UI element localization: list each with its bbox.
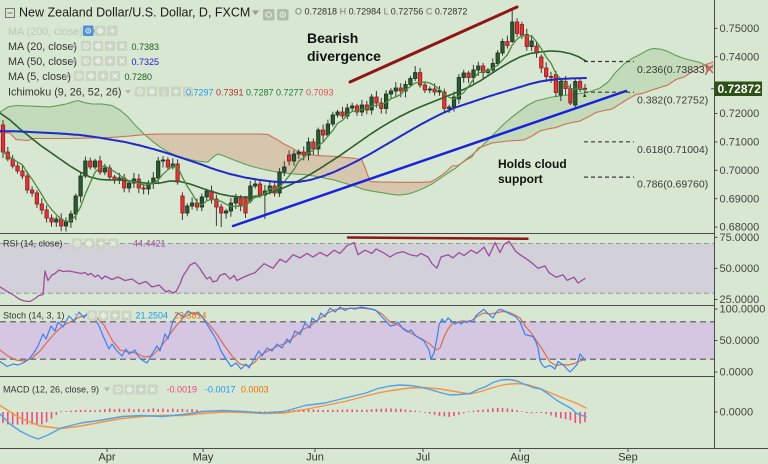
svg-text:0.382(0.72752): 0.382(0.72752) [637,95,708,107]
svg-text:{}: {} [162,89,167,96]
svg-text:0.68000: 0.68000 [720,222,760,234]
svg-text:0.0000: 0.0000 [720,367,754,379]
svg-text:0.72872: 0.72872 [718,82,762,96]
svg-text:divergence: divergence [307,48,381,64]
svg-text:RSI (14, close): RSI (14, close) [3,239,63,249]
svg-text:New Zealand Dollar/U.S. Dollar: New Zealand Dollar/U.S. Dollar, D, FXCM [19,6,250,20]
svg-text:0.236(0.73833): 0.236(0.73833) [637,64,708,76]
svg-text:-0.0019: -0.0019 [167,385,198,395]
svg-text:MACD (12, 26, close, 9): MACD (12, 26, close, 9) [3,385,99,395]
svg-text:May: May [193,452,214,464]
svg-text:Ichimoku (9, 26, 52, 26): Ichimoku (9, 26, 52, 26) [8,87,121,99]
svg-text:50.0000: 50.0000 [720,263,760,275]
svg-text:Stoch (14, 3, 1): Stoch (14, 3, 1) [3,311,65,321]
svg-text:Holds cloud: Holds cloud [498,157,567,171]
svg-text:0.7280: 0.7280 [125,72,153,82]
svg-text:MA (200, close): MA (200, close) [8,26,83,38]
svg-text:-0.0017: -0.0017 [205,385,236,395]
svg-text:MA (50, close): MA (50, close) [8,56,77,68]
svg-text:Apr: Apr [98,452,115,464]
svg-text:0.7093: 0.7093 [306,88,334,98]
svg-text:support: support [498,172,543,186]
svg-text:MA (20, close): MA (20, close) [8,41,77,53]
svg-text:Bearish: Bearish [307,30,358,46]
svg-text:0.72000: 0.72000 [720,108,760,120]
svg-text:50.0000: 50.0000 [720,335,760,347]
svg-text:0.71000: 0.71000 [720,137,760,149]
svg-text:21.2504: 21.2504 [136,311,169,321]
svg-text:0.7383: 0.7383 [132,42,160,52]
svg-text:23.3814: 23.3814 [174,311,207,321]
svg-text:100.0000: 100.0000 [720,304,766,316]
svg-text:25.0000: 25.0000 [720,294,760,306]
svg-text:0.74000: 0.74000 [720,51,760,63]
svg-text:0.7297: 0.7297 [186,88,214,98]
svg-text:0.7391: 0.7391 [216,88,244,98]
svg-text:0.0000: 0.0000 [720,407,754,419]
svg-text:0.618(0.71004): 0.618(0.71004) [637,144,708,156]
svg-text:MA (5, close): MA (5, close) [8,71,71,83]
svg-text:Sep: Sep [618,452,638,464]
svg-text:0.69000: 0.69000 [720,193,760,205]
svg-text:0.7277: 0.7277 [276,88,304,98]
svg-text:0.0003: 0.0003 [241,385,269,395]
svg-text:75.0000: 75.0000 [720,232,760,244]
svg-text:0.70000: 0.70000 [720,165,760,177]
svg-text:0.7287: 0.7287 [246,88,274,98]
svg-text:Jul: Jul [416,452,430,464]
svg-text:44.4421: 44.4421 [133,239,166,249]
svg-text:0.75000: 0.75000 [720,23,760,35]
svg-text:Aug: Aug [510,452,530,464]
svg-text:0.786(0.69760): 0.786(0.69760) [637,179,708,191]
svg-text:O 0.72818 H 0.72984 L 0.72756: O 0.72818 H 0.72984 L 0.72756 C 0.72872 [295,7,467,17]
svg-text:0.7325: 0.7325 [132,57,160,67]
svg-text:Jun: Jun [306,452,324,464]
